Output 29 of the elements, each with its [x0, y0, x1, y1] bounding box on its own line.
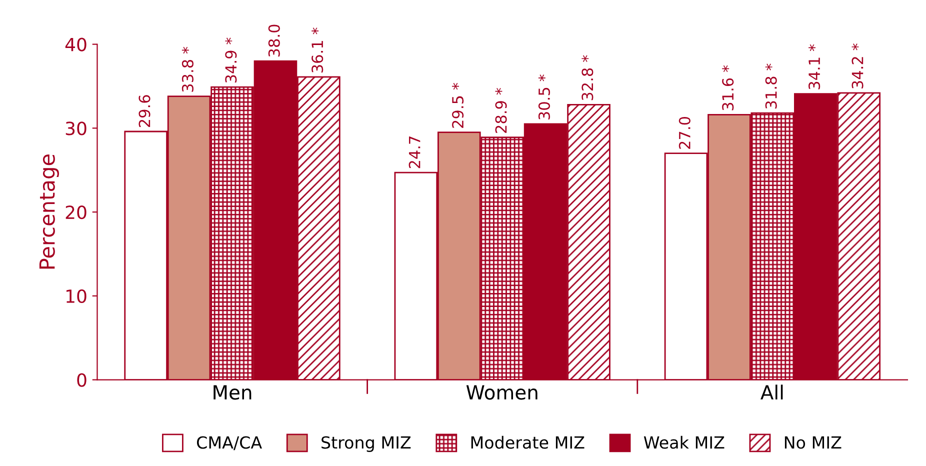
data-label: 28.9 *	[495, 88, 507, 133]
data-label: 30.5 *	[538, 74, 550, 120]
data-label: 24.7	[408, 136, 420, 168]
y-tick-label: 20	[66, 205, 86, 220]
data-label: 29.6	[138, 95, 150, 128]
data-label: 38.0	[268, 24, 280, 57]
data-label: 34.2 *	[852, 44, 864, 88]
legend-label: No MIZ	[784, 436, 842, 449]
legend-label: Strong MIZ	[322, 436, 411, 452]
data-label: 34.9 *	[225, 38, 237, 83]
data-label: 31.8 *	[765, 64, 777, 109]
data-label: 34.1 *	[808, 44, 820, 90]
y-tick-label: 30	[66, 122, 86, 136]
y-axis-title: Percentage	[39, 154, 59, 269]
legend-label: Weak MIZ	[644, 436, 724, 449]
data-label: 36.1 *	[312, 28, 324, 72]
data-label: 29.5 *	[452, 82, 464, 128]
data-label: 32.8 *	[582, 55, 594, 100]
data-label: 31.6 *	[722, 65, 734, 110]
y-tick-label: 40	[65, 38, 86, 52]
x-tick-label: Women	[466, 385, 538, 400]
y-tick-label: 10	[66, 289, 86, 304]
data-label: 33.8 *	[182, 46, 194, 92]
x-tick-label: All	[760, 384, 783, 400]
legend-label: CMA/CA	[196, 436, 262, 450]
data-label: 27.0	[678, 116, 690, 149]
x-tick-label: Men	[214, 385, 252, 400]
y-tick-label: 0	[77, 373, 86, 387]
legend-label: Moderate MIZ	[471, 436, 584, 449]
